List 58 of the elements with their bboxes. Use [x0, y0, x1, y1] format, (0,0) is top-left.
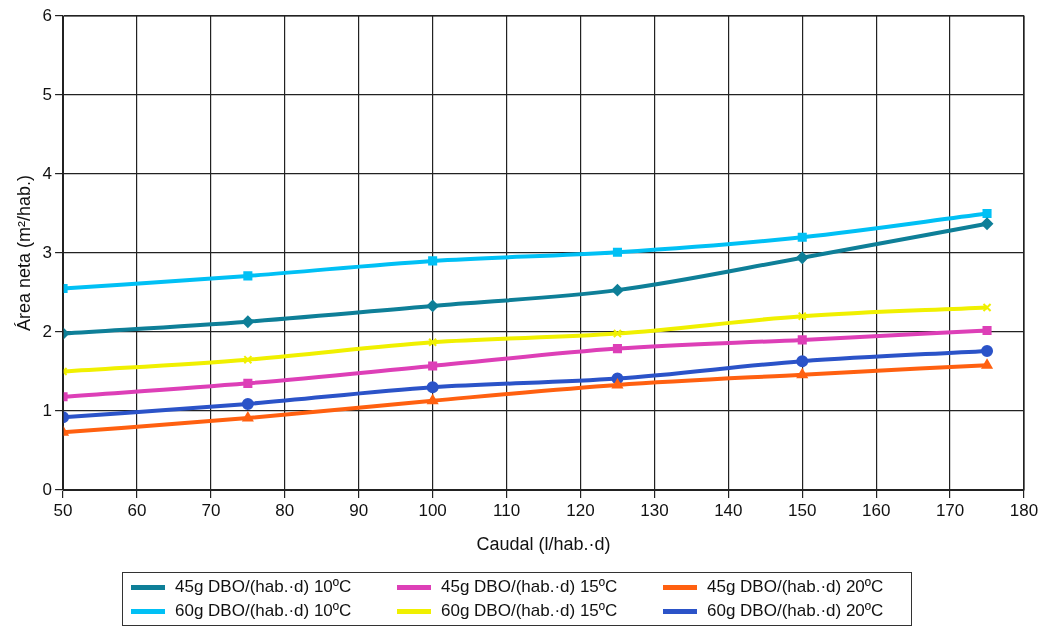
point	[796, 368, 808, 379]
y-tick-label: 6	[42, 5, 53, 25]
point	[242, 412, 254, 422]
x-tick-label: 50	[53, 500, 73, 520]
point	[426, 381, 439, 394]
point	[243, 271, 253, 281]
point	[428, 361, 438, 371]
point	[796, 251, 809, 264]
point	[982, 302, 992, 313]
y-tick-label: 5	[42, 84, 53, 104]
x-tick-label: 100	[418, 500, 447, 520]
y-tick-label: 4	[42, 163, 53, 183]
x-tick-label: 150	[788, 500, 817, 520]
point	[241, 397, 254, 410]
legend-label: 45g DBO/(hab.·d) 10ºC	[175, 577, 352, 597]
point	[612, 344, 622, 354]
legend-label: 60g DBO/(hab.·d) 15ºC	[441, 601, 618, 621]
x-tick-label: 130	[640, 500, 669, 520]
point	[981, 344, 994, 357]
point	[982, 325, 992, 335]
y-tick-label: 1	[42, 400, 53, 420]
point	[797, 232, 807, 242]
y-axis-title: Área neta (m²/hab.)	[13, 174, 34, 332]
x-tick-label: 70	[201, 500, 221, 520]
x-axis-title: Caudal (l/hab.·d)	[476, 534, 611, 555]
point	[611, 284, 624, 297]
point	[612, 329, 622, 339]
point	[241, 315, 254, 328]
point	[981, 217, 994, 230]
point	[797, 311, 807, 321]
point	[796, 355, 809, 368]
point	[797, 335, 807, 345]
point	[243, 355, 253, 365]
legend-label: 45g DBO/(hab.·d) 15ºC	[441, 577, 618, 597]
point	[612, 378, 623, 389]
y-tick-label: 2	[42, 321, 53, 341]
point	[982, 208, 992, 219]
x-tick-label: 170	[935, 500, 965, 520]
x-tick-label: 180	[1009, 500, 1039, 520]
x-tick-label: 120	[566, 500, 595, 520]
x-tick-label: 80	[275, 500, 295, 520]
x-tick-label: 110	[493, 500, 521, 520]
point	[428, 337, 438, 347]
point	[243, 378, 253, 388]
x-tick-label: 140	[714, 500, 743, 520]
point	[426, 299, 439, 312]
x-tick-label: 90	[349, 500, 369, 520]
legend-label: 60g DBO/(hab.·d) 20ºC	[707, 601, 884, 621]
point	[612, 247, 622, 257]
legend-label: 60g DBO/(hab.·d) 10ºC	[175, 601, 352, 621]
y-tick-label: 3	[42, 242, 53, 262]
x-tick-label: 60	[127, 500, 147, 520]
y-tick-label: 0	[42, 479, 53, 499]
point	[428, 256, 438, 266]
x-tick-label: 160	[861, 500, 891, 520]
legend-label: 45g DBO/(hab.·d) 20ºC	[707, 577, 884, 597]
point	[427, 394, 438, 405]
point	[981, 359, 993, 369]
